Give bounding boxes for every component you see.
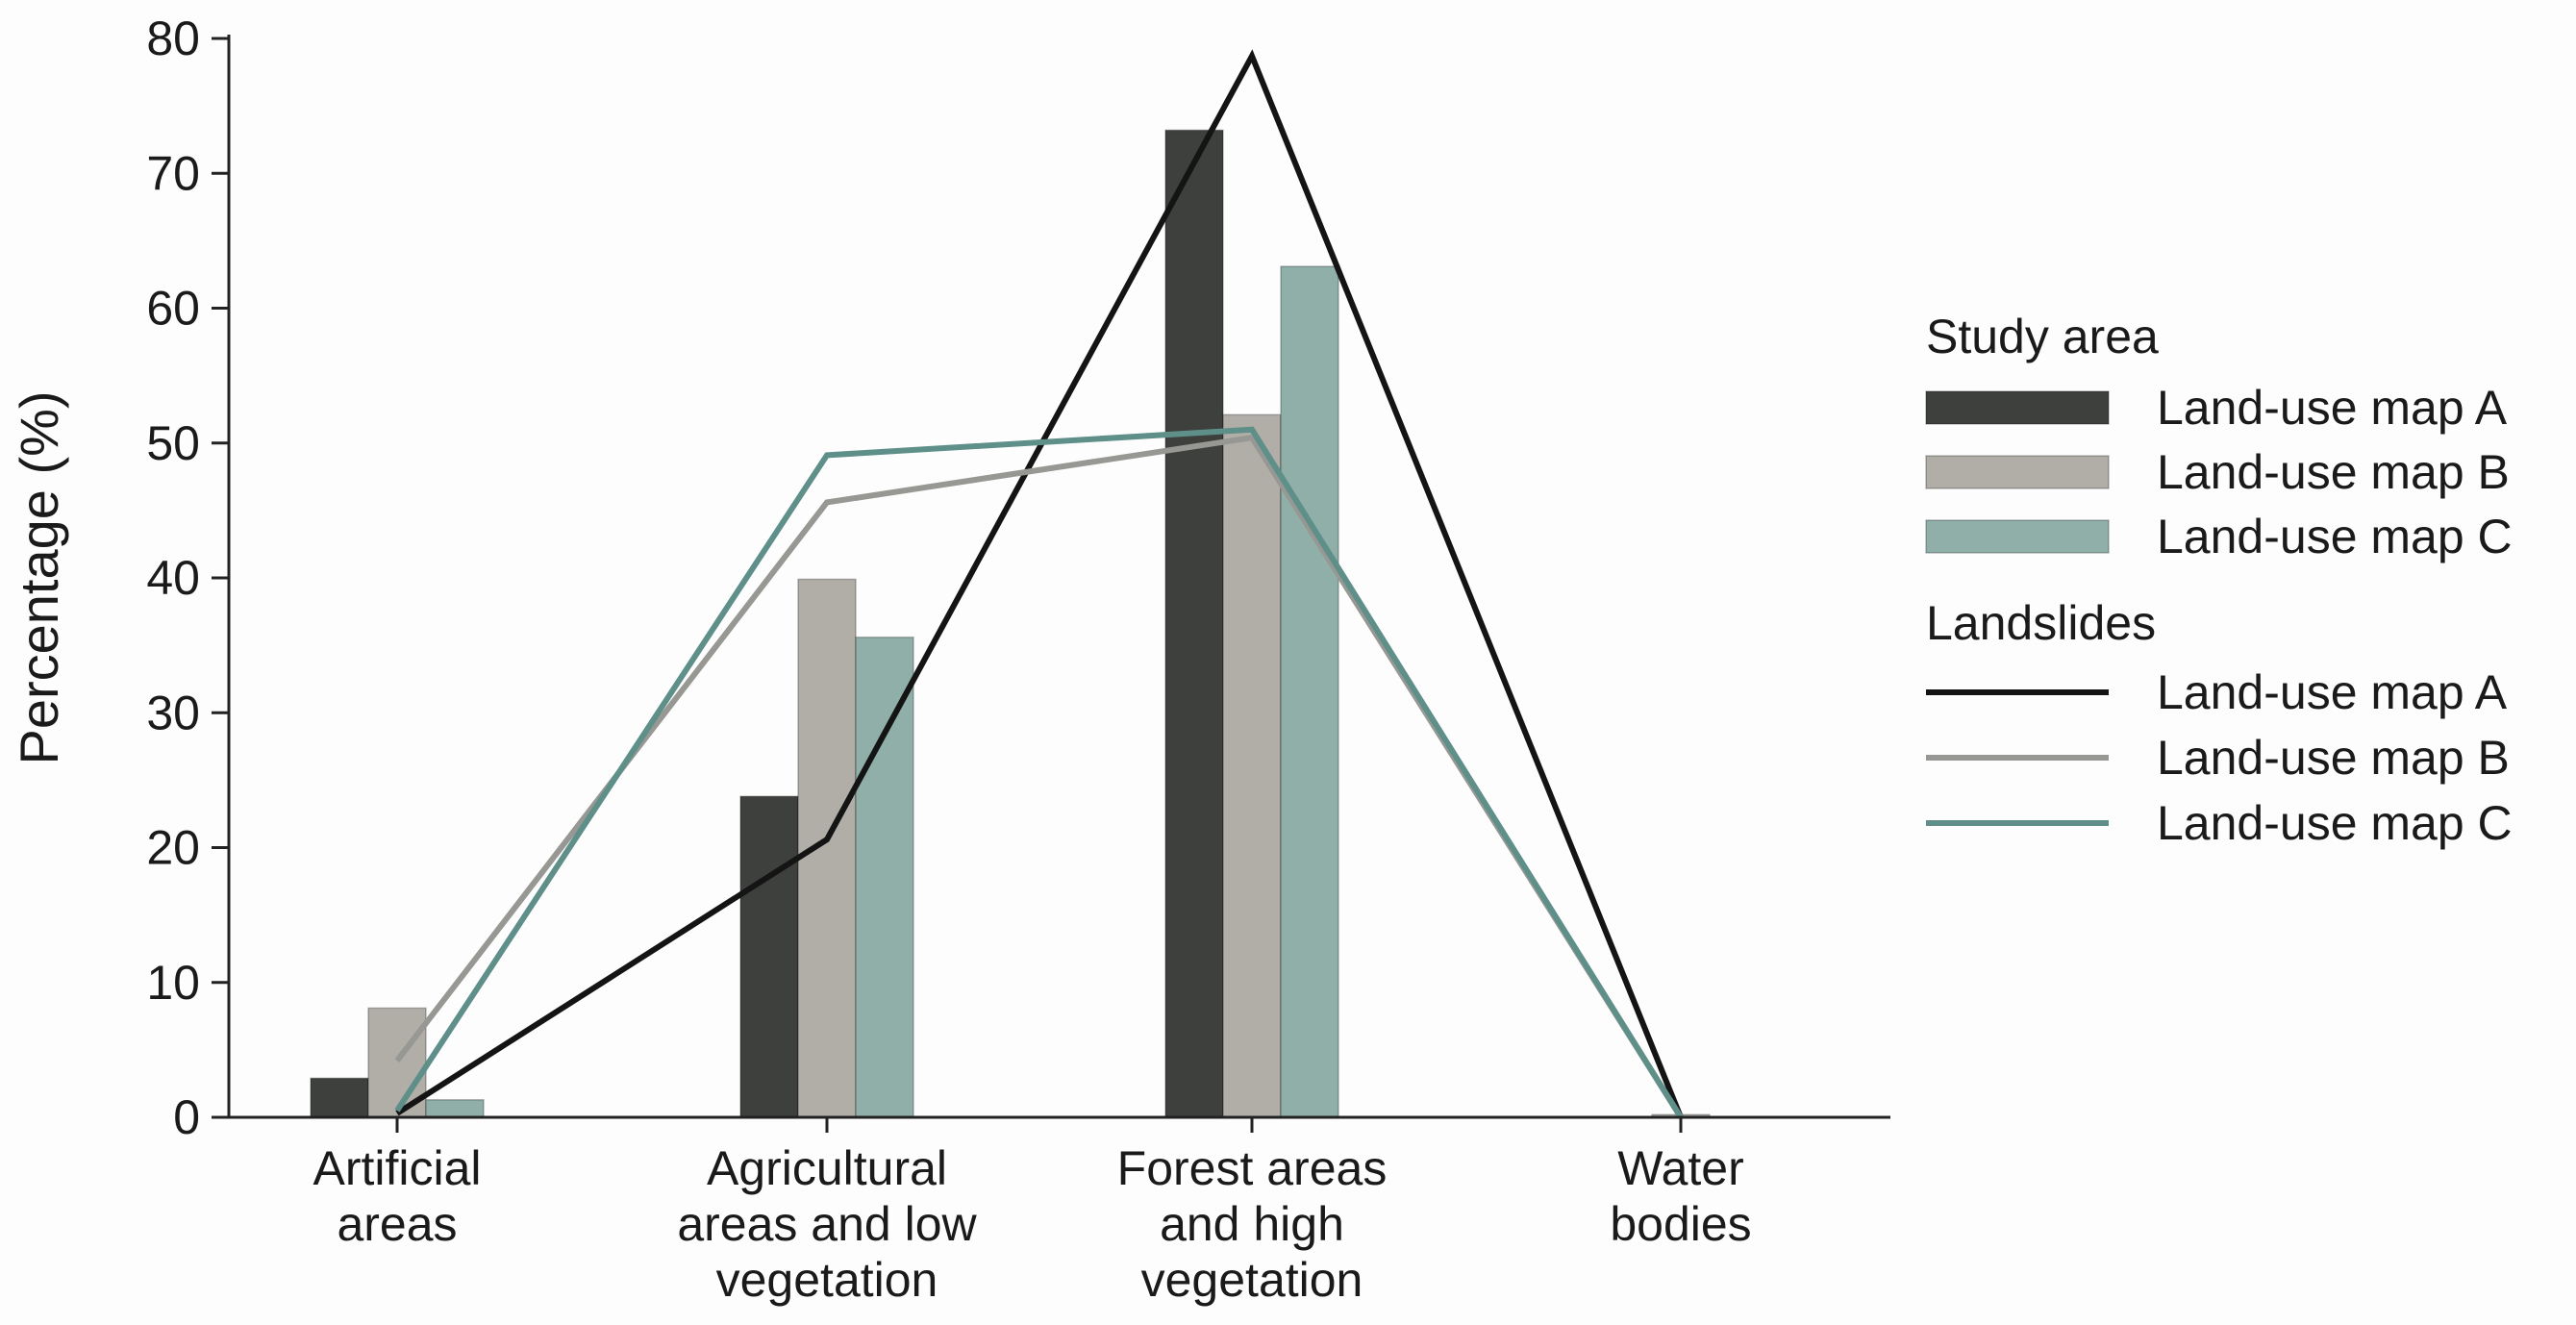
legend-swatch-bar <box>1925 455 2110 489</box>
bar-land-use-map-c-0 <box>425 1099 485 1118</box>
x-tick-label: areas and low <box>677 1197 977 1251</box>
y-tick-label: 40 <box>146 551 200 605</box>
y-tick-label: 50 <box>146 416 200 470</box>
legend-swatch-bar <box>1925 390 2110 425</box>
legend-group-title: Landslides <box>1926 596 2156 650</box>
legend-entry-label: Land-use map C <box>2157 510 2513 563</box>
lines-layer <box>394 49 1684 1119</box>
y-tick-label: 70 <box>146 146 200 200</box>
bar-land-use-map-b-1 <box>797 578 857 1118</box>
y-tick-label: 0 <box>173 1090 200 1144</box>
legend-group-title: Study area <box>1926 310 2159 363</box>
legend-entry-label: Land-use map A <box>2157 381 2508 435</box>
y-tick-label: 30 <box>146 686 200 739</box>
legend-entry-label: Land-use map C <box>2157 796 2513 850</box>
axes: Percentage (%) <box>9 35 1890 1119</box>
legend: Study area Land-use map A Land-use map B La… <box>1925 310 2513 850</box>
bar-land-use-map-a-0 <box>310 1077 369 1118</box>
bar-land-use-map-c-1 <box>855 636 914 1118</box>
y-axis-label: Percentage (%) <box>9 390 69 764</box>
y-ticks: 0 10 20 30 40 50 60 70 80 <box>146 12 229 1144</box>
legend-entry-label: Land-use map B <box>2157 731 2510 785</box>
bar-land-use-map-a-2 <box>1164 129 1224 1118</box>
line-landslides-land-use-map-c <box>394 426 1684 1119</box>
bar-land-use-map-c-2 <box>1280 265 1339 1118</box>
x-tick-label: Agricultural <box>707 1141 947 1195</box>
x-tick-label: Artificial <box>313 1141 481 1195</box>
line-landslides-land-use-map-b <box>394 434 1684 1119</box>
x-tick-label: vegetation <box>1141 1253 1363 1307</box>
line-landslides-land-use-map-a <box>395 49 1684 1119</box>
legend-swatch-bar <box>1925 519 2110 554</box>
bar-land-use-map-b-2 <box>1222 413 1282 1118</box>
y-tick-label: 10 <box>146 956 200 1010</box>
x-tick-label: areas <box>337 1197 457 1251</box>
y-tick-label: 20 <box>146 821 200 875</box>
y-tick-label: 60 <box>146 282 200 336</box>
x-tick-label: vegetation <box>716 1253 938 1307</box>
legend-entry-label: Land-use map B <box>2157 445 2510 499</box>
y-tick-label: 80 <box>146 12 200 65</box>
bar-land-use-map-a-1 <box>739 795 799 1118</box>
x-tick-label: Forest areas <box>1117 1141 1388 1195</box>
x-tick-label: and high <box>1160 1197 1344 1251</box>
x-tick-label: Water <box>1617 1141 1744 1195</box>
legend-entry-label: Land-use map A <box>2157 665 2508 719</box>
x-tick-label: bodies <box>1610 1197 1751 1251</box>
bars-layer <box>310 129 1711 1118</box>
